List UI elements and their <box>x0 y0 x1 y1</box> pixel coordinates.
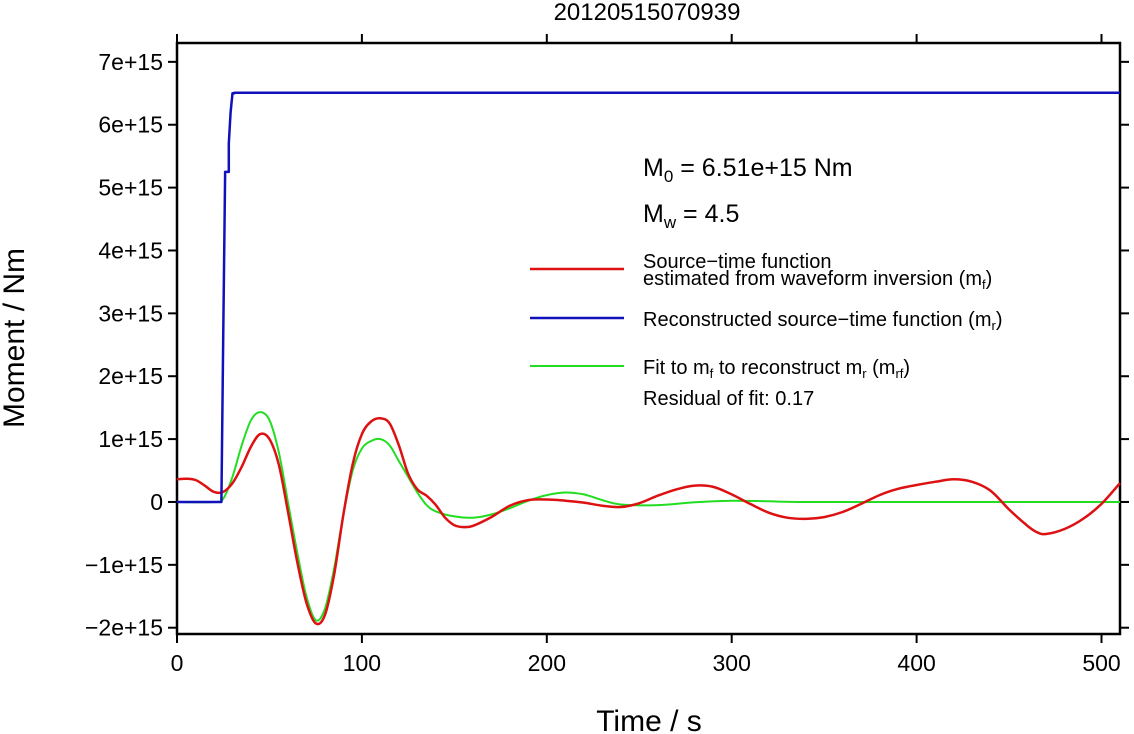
y-tick-label: 4e+15 <box>98 237 163 263</box>
y-tick-label: 1e+15 <box>98 426 163 452</box>
x-tick-label: 0 <box>171 650 184 676</box>
legend-label-source-time-line1: Source−time function <box>643 251 831 273</box>
fit-series-line <box>176 411 1120 622</box>
y-tick-label: 5e+15 <box>98 175 163 201</box>
legend-label-reconstructed: Reconstructed source−time function (mr) <box>643 309 1003 333</box>
plot-frame <box>175 41 1122 636</box>
x-tick-label: 200 <box>528 650 566 676</box>
x-axis-ticks: 0 100 200 300 400 500 <box>171 34 1121 676</box>
y-axis-ticks: −2e+15 −1e+15 0 1e+15 2e+15 3e+15 4e+15 5e+15 6e… <box>85 49 1129 641</box>
legend-label-source-time-line2: estimated from waveform inversion (mf) <box>643 268 992 292</box>
moment-magnitude-annotation: Mw = 4.5 <box>643 200 739 232</box>
y-tick-label: 2e+15 <box>98 363 163 389</box>
chart-title: 20120515070939 <box>554 0 741 26</box>
series-layer <box>176 91 1121 626</box>
residual-annotation: Residual of fit: 0.17 <box>643 388 814 410</box>
seismic-moment-annotation: M0 = 6.51e+15 Nm <box>643 154 853 186</box>
legend: Source−time function estimated from wave… <box>530 251 1003 410</box>
source-time-series-line <box>176 416 1121 626</box>
x-tick-label: 500 <box>1082 650 1120 676</box>
x-tick-label: 100 <box>343 650 381 676</box>
y-axis-label: Moment / Nm <box>0 248 31 428</box>
y-tick-label: 7e+15 <box>98 49 163 75</box>
y-tick-label: −1e+15 <box>85 552 163 578</box>
x-tick-label: 300 <box>713 650 751 676</box>
y-tick-label: 3e+15 <box>98 300 163 326</box>
y-tick-label: 6e+15 <box>98 112 163 138</box>
x-axis-label: Time / s <box>596 705 702 734</box>
y-tick-label: −2e+15 <box>85 615 163 641</box>
x-tick-label: 400 <box>897 650 935 676</box>
y-tick-label: 0 <box>150 489 163 515</box>
legend-label-fit: Fit to mf to reconstruct mr (mrf) <box>643 357 910 381</box>
reconstructed-series-line <box>177 91 1120 504</box>
